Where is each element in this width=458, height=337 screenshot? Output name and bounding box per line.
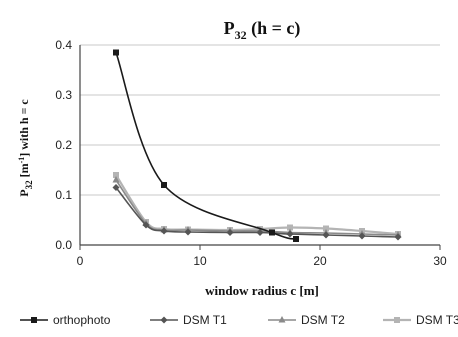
data-point-dsm-t3 — [323, 225, 329, 232]
y-tick-label: 0.3 — [55, 88, 72, 102]
x-tick-labels: 0 10 20 30 — [77, 254, 447, 268]
x-axis-label: window radius c [m] — [205, 283, 319, 298]
legend-label-dsm-t2: DSM T2 — [301, 313, 345, 327]
data-point-dsm-t3 — [287, 224, 293, 231]
axes — [79, 45, 441, 250]
data-point-dsm-t1 — [112, 184, 120, 191]
y-tick-label: 0.0 — [55, 238, 72, 252]
legend-marker-dsm-t2 — [278, 316, 286, 323]
y-axis-label-sub: 32 — [24, 180, 34, 190]
data-point-orthophoto — [161, 182, 167, 188]
data-point-dsm-t1 — [286, 230, 294, 238]
y-tick-label: 0.4 — [55, 38, 72, 52]
data-point-dsm-t1 — [160, 227, 168, 235]
data-point-dsm-t1 — [394, 233, 402, 241]
y-tick-label: 0.2 — [55, 138, 72, 152]
chart-title-rest: (h = c) — [247, 18, 301, 39]
y-tick-label: 0.1 — [55, 188, 72, 202]
data-point-dsm-t1 — [142, 221, 150, 229]
data-point-orthophoto — [113, 49, 119, 56]
data-point-dsm-t1 — [358, 232, 366, 240]
x-tick-label: 20 — [313, 254, 327, 268]
legend-marker-orthophoto — [31, 317, 37, 323]
y-axis-label-sup: -1 — [17, 157, 26, 164]
legend-label-dsm-t3: DSM T3 — [416, 313, 458, 327]
chart-title: P32 (h = c) — [224, 18, 301, 42]
legend-marker-dsm-t1 — [160, 316, 168, 324]
y-axis-label: P32 [m-1] with h = c — [17, 99, 34, 197]
series-line-dsm-t1 — [115, 187, 399, 238]
legend-label-dsm-t1: DSM T1 — [183, 313, 227, 327]
data-point-dsm-t1 — [256, 229, 264, 236]
y-axis-label-rest: ] with h = c — [17, 99, 31, 157]
y-axis-label-main: P — [17, 189, 31, 196]
data-point-dsm-t1 — [226, 229, 234, 236]
data-point-dsm-t1 — [322, 231, 330, 239]
legend: orthophoto DSM T1 DSM T2 DSM T3 — [20, 313, 458, 327]
data-point-dsm-t3 — [113, 172, 119, 178]
x-tick-label: 0 — [77, 254, 84, 268]
data-point-dsm-t2 — [112, 176, 120, 183]
data-point-orthophoto — [293, 236, 299, 242]
series-group — [112, 49, 402, 242]
legend-label-orthophoto: orthophoto — [53, 313, 111, 327]
chart-title-sub: 32 — [235, 28, 247, 42]
chart-title-main: P — [224, 18, 235, 38]
data-point-dsm-t1 — [184, 228, 192, 236]
legend-marker-dsm-t3 — [394, 317, 400, 323]
series-line-orthophoto — [115, 52, 297, 240]
y-tick-labels: 0.0 0.1 0.2 0.3 0.4 — [55, 38, 72, 252]
series-line-dsm-t3 — [115, 174, 399, 236]
y-axis-label-mid: [m — [17, 163, 31, 180]
data-point-orthophoto — [269, 229, 275, 236]
x-tick-label: 10 — [193, 254, 207, 268]
gridlines — [80, 44, 440, 196]
x-tick-label: 30 — [433, 254, 447, 268]
